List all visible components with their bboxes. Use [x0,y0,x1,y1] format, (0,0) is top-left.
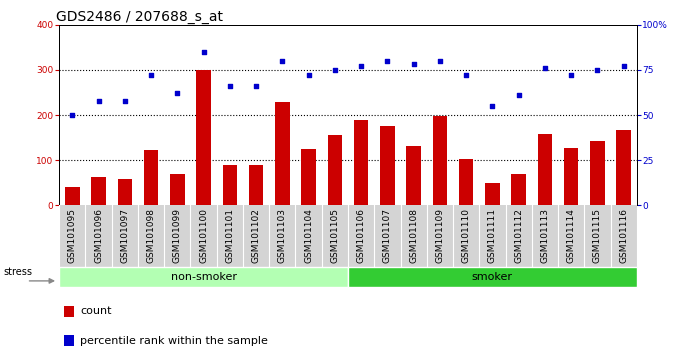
Point [408,62,419,67]
Point [461,73,472,78]
Text: smoker: smoker [472,272,513,282]
Bar [538,134,552,205]
Text: GSM101111: GSM101111 [488,209,497,263]
Point [592,67,603,73]
Bar [328,135,342,205]
Text: GSM101109: GSM101109 [436,209,445,263]
Bar [433,116,447,205]
Point [356,63,367,69]
Text: GSM101110: GSM101110 [461,209,470,263]
Point [539,65,551,71]
Point [198,49,209,55]
Point [513,92,524,98]
Bar [64,306,74,317]
Bar [485,183,500,205]
Bar [617,130,631,205]
Point [172,91,183,96]
Text: GSM101113: GSM101113 [540,209,549,263]
Text: count: count [80,306,111,316]
Point [303,73,314,78]
Text: GSM101096: GSM101096 [94,209,103,263]
Point [119,98,130,103]
Text: GSM101100: GSM101100 [199,209,208,263]
Point [618,63,629,69]
Text: GSM101114: GSM101114 [567,209,576,263]
Text: GSM101103: GSM101103 [278,209,287,263]
Text: GDS2486 / 207688_s_at: GDS2486 / 207688_s_at [56,10,223,24]
Text: stress: stress [3,267,33,277]
Bar [301,149,316,205]
Bar [223,165,237,205]
Bar [118,179,132,205]
Point [277,58,288,64]
Point [566,73,577,78]
Text: GSM101098: GSM101098 [147,209,156,263]
Text: GSM101108: GSM101108 [409,209,418,263]
Bar [91,177,106,205]
Text: GSM101115: GSM101115 [593,209,602,263]
Text: GSM101102: GSM101102 [251,209,260,263]
Bar [59,267,348,287]
Point [224,83,235,89]
Text: GSM101116: GSM101116 [619,209,628,263]
Bar [380,126,395,205]
Bar [590,141,605,205]
Text: GSM101106: GSM101106 [356,209,365,263]
Bar [65,187,79,205]
Text: non-smoker: non-smoker [171,272,237,282]
Point [382,58,393,64]
Bar [512,174,526,205]
Text: GSM101104: GSM101104 [304,209,313,263]
Bar [249,165,263,205]
Bar [196,70,211,205]
Text: GSM101095: GSM101095 [68,209,77,263]
Bar [170,174,184,205]
Point [329,67,340,73]
Text: percentile rank within the sample: percentile rank within the sample [80,336,268,346]
Point [67,112,78,118]
Text: GSM101097: GSM101097 [120,209,129,263]
Point [251,83,262,89]
Bar [64,335,74,346]
Text: GSM101099: GSM101099 [173,209,182,263]
Bar [406,146,421,205]
Bar [459,159,473,205]
Text: GSM101107: GSM101107 [383,209,392,263]
Bar [144,150,158,205]
Point [434,58,445,64]
Bar [354,120,368,205]
Point [93,98,104,103]
Text: GSM101105: GSM101105 [331,209,340,263]
Bar [564,148,578,205]
Text: GSM101112: GSM101112 [514,209,523,263]
Bar [348,267,637,287]
Text: GSM101101: GSM101101 [226,209,235,263]
Point [145,73,157,78]
Point [487,103,498,109]
Bar [275,102,290,205]
